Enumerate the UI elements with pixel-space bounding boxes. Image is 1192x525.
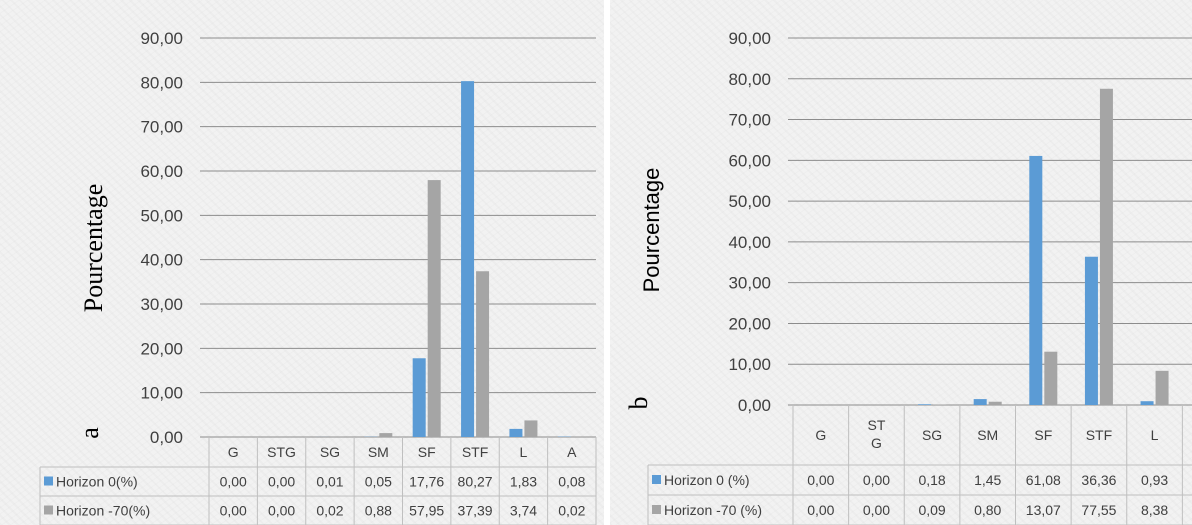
y-tick-label: 10,00 (140, 384, 183, 403)
legend-swatch (44, 505, 53, 515)
y-tick-label: 30,00 (140, 295, 183, 314)
data-value-cell: 0,02 (558, 503, 585, 519)
y-axis-label: Pourcentage (639, 168, 664, 293)
category-label: SM (368, 444, 389, 460)
bar-horizon-70 (1099, 88, 1113, 405)
data-value-cell: 0,00 (863, 502, 890, 518)
y-tick-label: 10,00 (728, 355, 771, 374)
bar-horizon-70 (476, 271, 490, 437)
y-tick-label: 70,00 (728, 111, 771, 130)
data-value-cell: 1,45 (974, 472, 1001, 488)
y-tick-label: 50,00 (140, 206, 183, 225)
category-label: SG (922, 427, 942, 443)
data-value-cell: 0,00 (863, 472, 890, 488)
bar-horizon-70 (524, 420, 538, 437)
category-label: SG (320, 444, 340, 460)
data-value-cell: 0,93 (1141, 472, 1168, 488)
category-label: STF (1086, 427, 1112, 443)
category-label-line: ST (867, 417, 885, 433)
legend-series-name: Horizon -70(%) (56, 503, 150, 519)
y-tick-label: 70,00 (140, 118, 183, 137)
category-label: SF (1034, 427, 1052, 443)
y-tick-label: 50,00 (728, 192, 771, 211)
data-value-cell: 37,39 (458, 503, 493, 519)
chart-b-svg: 0,00 10,00 20,00 30,00 40,00 50,00 60,00 70,00 8… (624, 29, 1192, 525)
bar-horizon-70 (988, 401, 1002, 405)
legend-swatch (652, 505, 661, 514)
bar-horizon-0 (1140, 401, 1154, 405)
category-label: STG (267, 444, 296, 460)
data-value-cell: 0,88 (365, 503, 392, 519)
category-label: L (1151, 427, 1159, 443)
bar-horizon-0 (1084, 256, 1098, 405)
y-tick-label: 90,00 (728, 29, 771, 48)
data-value-cell: 3,74 (510, 503, 537, 519)
category-label-line: G (871, 435, 882, 451)
y-tick-label: 0,00 (150, 428, 183, 447)
y-tick-label: 60,00 (140, 162, 183, 181)
y-tick-label: 20,00 (728, 314, 771, 333)
y-axis-label: Pourcentage (79, 184, 108, 313)
category-label: L (520, 444, 528, 460)
chart-a-svg: 0,00 10,00 20,00 30,00 40,00 50,00 60,00 70,00 8… (39, 29, 597, 525)
data-value-cell: 36,36 (1081, 472, 1116, 488)
y-tick-label: 90,00 (140, 29, 183, 48)
category-label: STF (462, 444, 488, 460)
category-label: G (228, 444, 239, 460)
bar-horizon-70 (1044, 351, 1058, 405)
bar-horizon-70 (379, 433, 393, 437)
data-value-cell: 0,01 (316, 474, 343, 490)
data-value-cell: 0,09 (918, 502, 945, 518)
bar-horizon-70 (1155, 370, 1169, 405)
y-tick-label: 40,00 (140, 251, 183, 270)
data-value-cell: 0,00 (268, 503, 295, 519)
data-value-cell: 0,00 (807, 502, 834, 518)
legend-swatch (44, 476, 53, 486)
y-tick-label: 80,00 (140, 73, 183, 92)
panel-letter: b (624, 397, 653, 410)
bar-horizon-0 (461, 81, 475, 438)
data-value-cell: 61,08 (1026, 472, 1061, 488)
data-value-cell: 17,76 (409, 474, 444, 490)
legend-series-name: Horizon -70 (%) (664, 502, 762, 518)
bar-horizon-0 (918, 404, 932, 405)
y-tick-label: 0,00 (738, 396, 771, 415)
y-tick-label: 80,00 (728, 70, 771, 89)
data-value-cell: 0,80 (974, 502, 1001, 518)
bar-horizon-0 (412, 358, 426, 437)
category-label: A (567, 444, 577, 460)
bar-horizon-0 (1029, 155, 1043, 405)
data-value-cell: 13,07 (1026, 502, 1061, 518)
data-value-cell: 8,38 (1141, 502, 1168, 518)
category-label: SF (418, 444, 436, 460)
category-label: SM (977, 427, 998, 443)
legend-swatch (652, 475, 661, 484)
legend-series-name: Horizon 0(%) (56, 474, 138, 490)
bar-horizon-0 (509, 428, 523, 437)
data-value-cell: 0,08 (558, 474, 585, 490)
chart-panel-b: 0,00 10,00 20,00 30,00 40,00 50,00 60,00 70,00 8… (610, 0, 1192, 525)
y-tick-label: 20,00 (140, 339, 183, 358)
data-value-cell: 0,00 (220, 474, 247, 490)
data-value-cell: 0,00 (807, 472, 834, 488)
y-tick-label: 40,00 (728, 233, 771, 252)
data-value-cell: 0,18 (918, 472, 945, 488)
data-value-cell: 1,83 (510, 474, 537, 490)
data-value-cell: 57,95 (409, 503, 444, 519)
data-value-cell: 0,00 (220, 503, 247, 519)
data-value-cell: 0,05 (365, 474, 392, 490)
y-tick-label: 60,00 (728, 151, 771, 170)
y-tick-label: 30,00 (728, 274, 771, 293)
data-value-cell: 0,00 (268, 474, 295, 490)
legend-series-name: Horizon 0 (%) (664, 472, 750, 488)
data-value-cell: 80,27 (458, 474, 493, 490)
data-value-cell: 77,55 (1081, 502, 1116, 518)
bar-horizon-0 (973, 399, 987, 405)
chart-panel-a: 0,00 10,00 20,00 30,00 40,00 50,00 60,00 70,00 8… (0, 0, 604, 525)
category-label: ST G (867, 417, 885, 451)
panel-letter: a (75, 427, 104, 439)
data-value-cell: 0,02 (316, 503, 343, 519)
category-label: G (815, 427, 826, 443)
bar-horizon-70 (427, 180, 441, 438)
